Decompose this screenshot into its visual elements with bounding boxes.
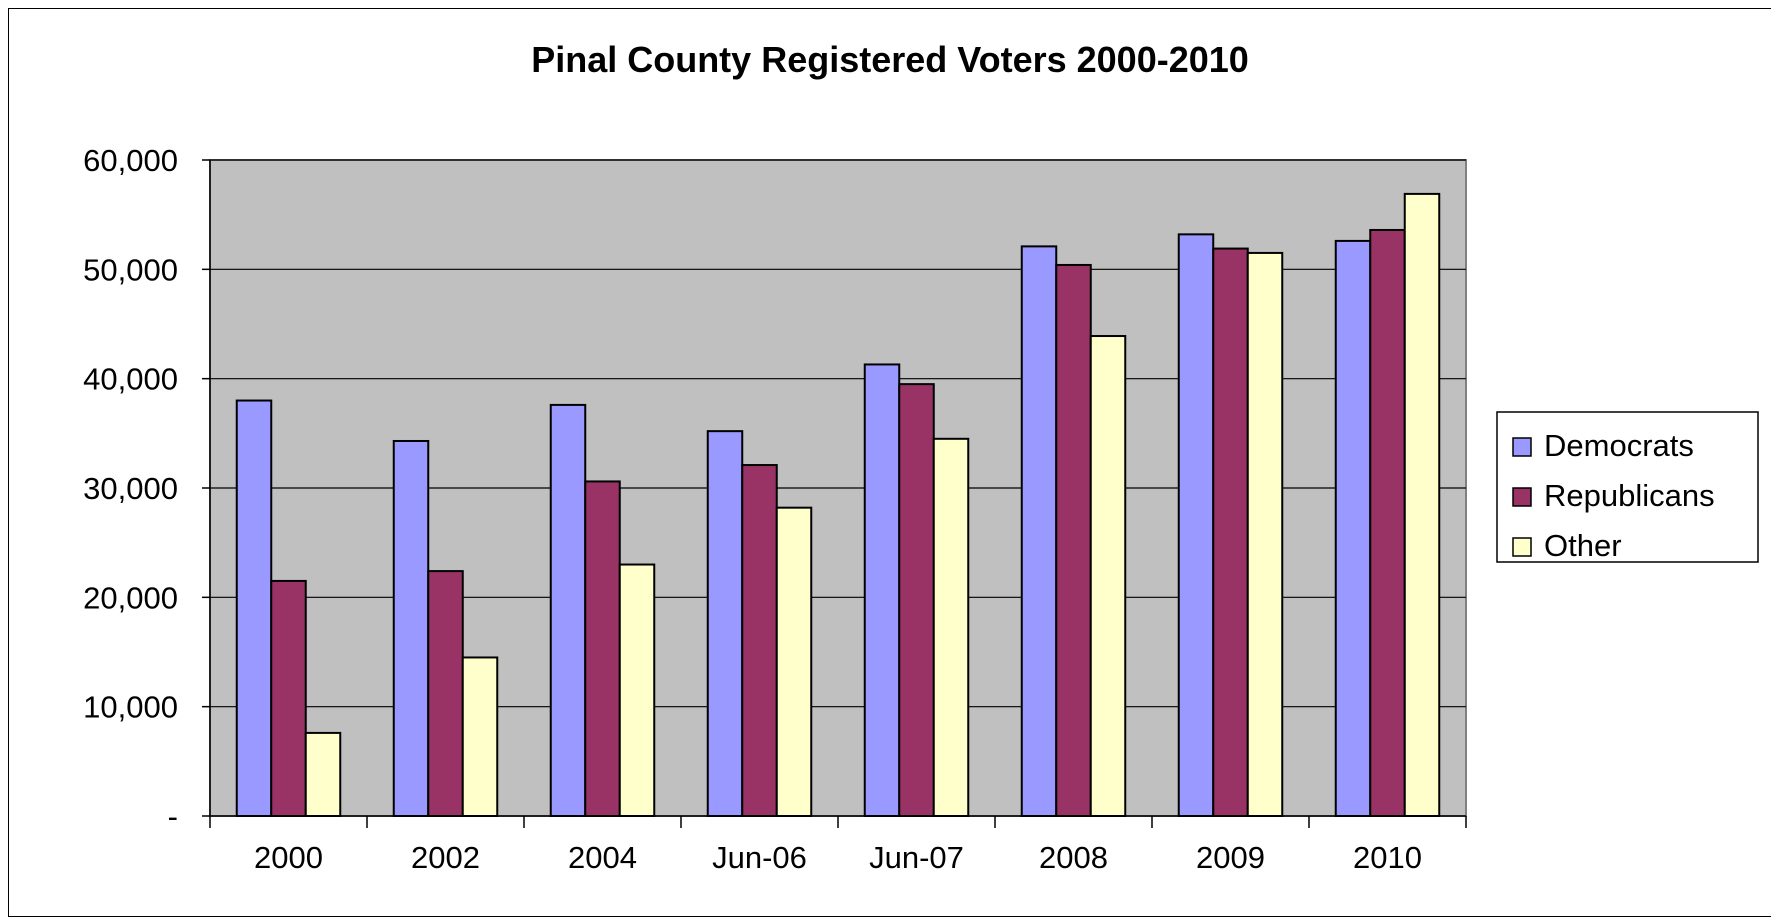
bar-other-2008 <box>1089 335 1127 817</box>
bar-democrats-2000 <box>235 399 273 817</box>
y-tick-label: 60,000 <box>83 143 178 178</box>
y-tick-label: 20,000 <box>83 580 178 615</box>
x-tick-label: 2004 <box>568 840 637 875</box>
bar-republicans-2009 <box>1212 247 1249 817</box>
legend-swatch-republicans <box>1512 487 1532 507</box>
plot-area: - 10,000 20,000 30,000 40,000 50,000 60,000 200… <box>83 143 1467 875</box>
bar-other-2002 <box>461 656 499 818</box>
bar-republicans-jun-07 <box>898 383 935 817</box>
bar-other-2010 <box>1403 192 1441 818</box>
legend: Democrats Republicans Other <box>1496 411 1759 563</box>
legend-label-democrats: Democrats <box>1544 428 1694 463</box>
bar-republicans-2008 <box>1055 263 1092 817</box>
bar-other-jun-06 <box>775 506 813 817</box>
bar-republicans-2002 <box>427 570 464 817</box>
x-tick-label: 2000 <box>254 840 323 875</box>
bar-republicans-jun-06 <box>741 464 778 817</box>
bar-republicans-2000 <box>270 579 307 818</box>
y-tick-label: 50,000 <box>83 252 178 287</box>
bar-democrats-2010 <box>1334 239 1372 817</box>
x-tick-label: 2002 <box>411 840 480 875</box>
x-tick-label: 2008 <box>1039 840 1108 875</box>
chart-title: Pinal County Registered Voters 2000-2010 <box>531 39 1249 80</box>
bar-democrats-2004 <box>549 403 587 817</box>
bar-democrats-2002 <box>392 439 430 817</box>
x-tick-label: Jun-07 <box>869 840 964 875</box>
bar-other-jun-07 <box>932 437 970 817</box>
y-tick-label: 30,000 <box>83 471 178 506</box>
y-tick-label: 10,000 <box>83 690 178 725</box>
bar-democrats-jun-07 <box>863 363 901 817</box>
bar-democrats-2009 <box>1177 233 1215 817</box>
legend-label-republicans: Republicans <box>1544 478 1715 513</box>
x-tick-label: 2010 <box>1353 840 1422 875</box>
x-tick-label: Jun-06 <box>712 840 807 875</box>
bar-democrats-2008 <box>1020 245 1058 817</box>
bar-republicans-2010 <box>1369 228 1406 817</box>
x-tick-label: 2009 <box>1196 840 1265 875</box>
bar-democrats-jun-06 <box>706 430 744 817</box>
bar-republicans-2004 <box>584 480 621 817</box>
y-tick-label: - <box>168 799 178 834</box>
y-tick-label: 40,000 <box>83 362 178 397</box>
bar-other-2000 <box>304 731 342 818</box>
legend-box <box>1496 411 1759 563</box>
bar-other-2009 <box>1246 251 1284 817</box>
bar-other-2004 <box>618 563 656 817</box>
legend-swatch-democrats <box>1512 437 1532 457</box>
legend-swatch-other <box>1512 537 1532 557</box>
legend-label-other: Other <box>1544 528 1622 563</box>
